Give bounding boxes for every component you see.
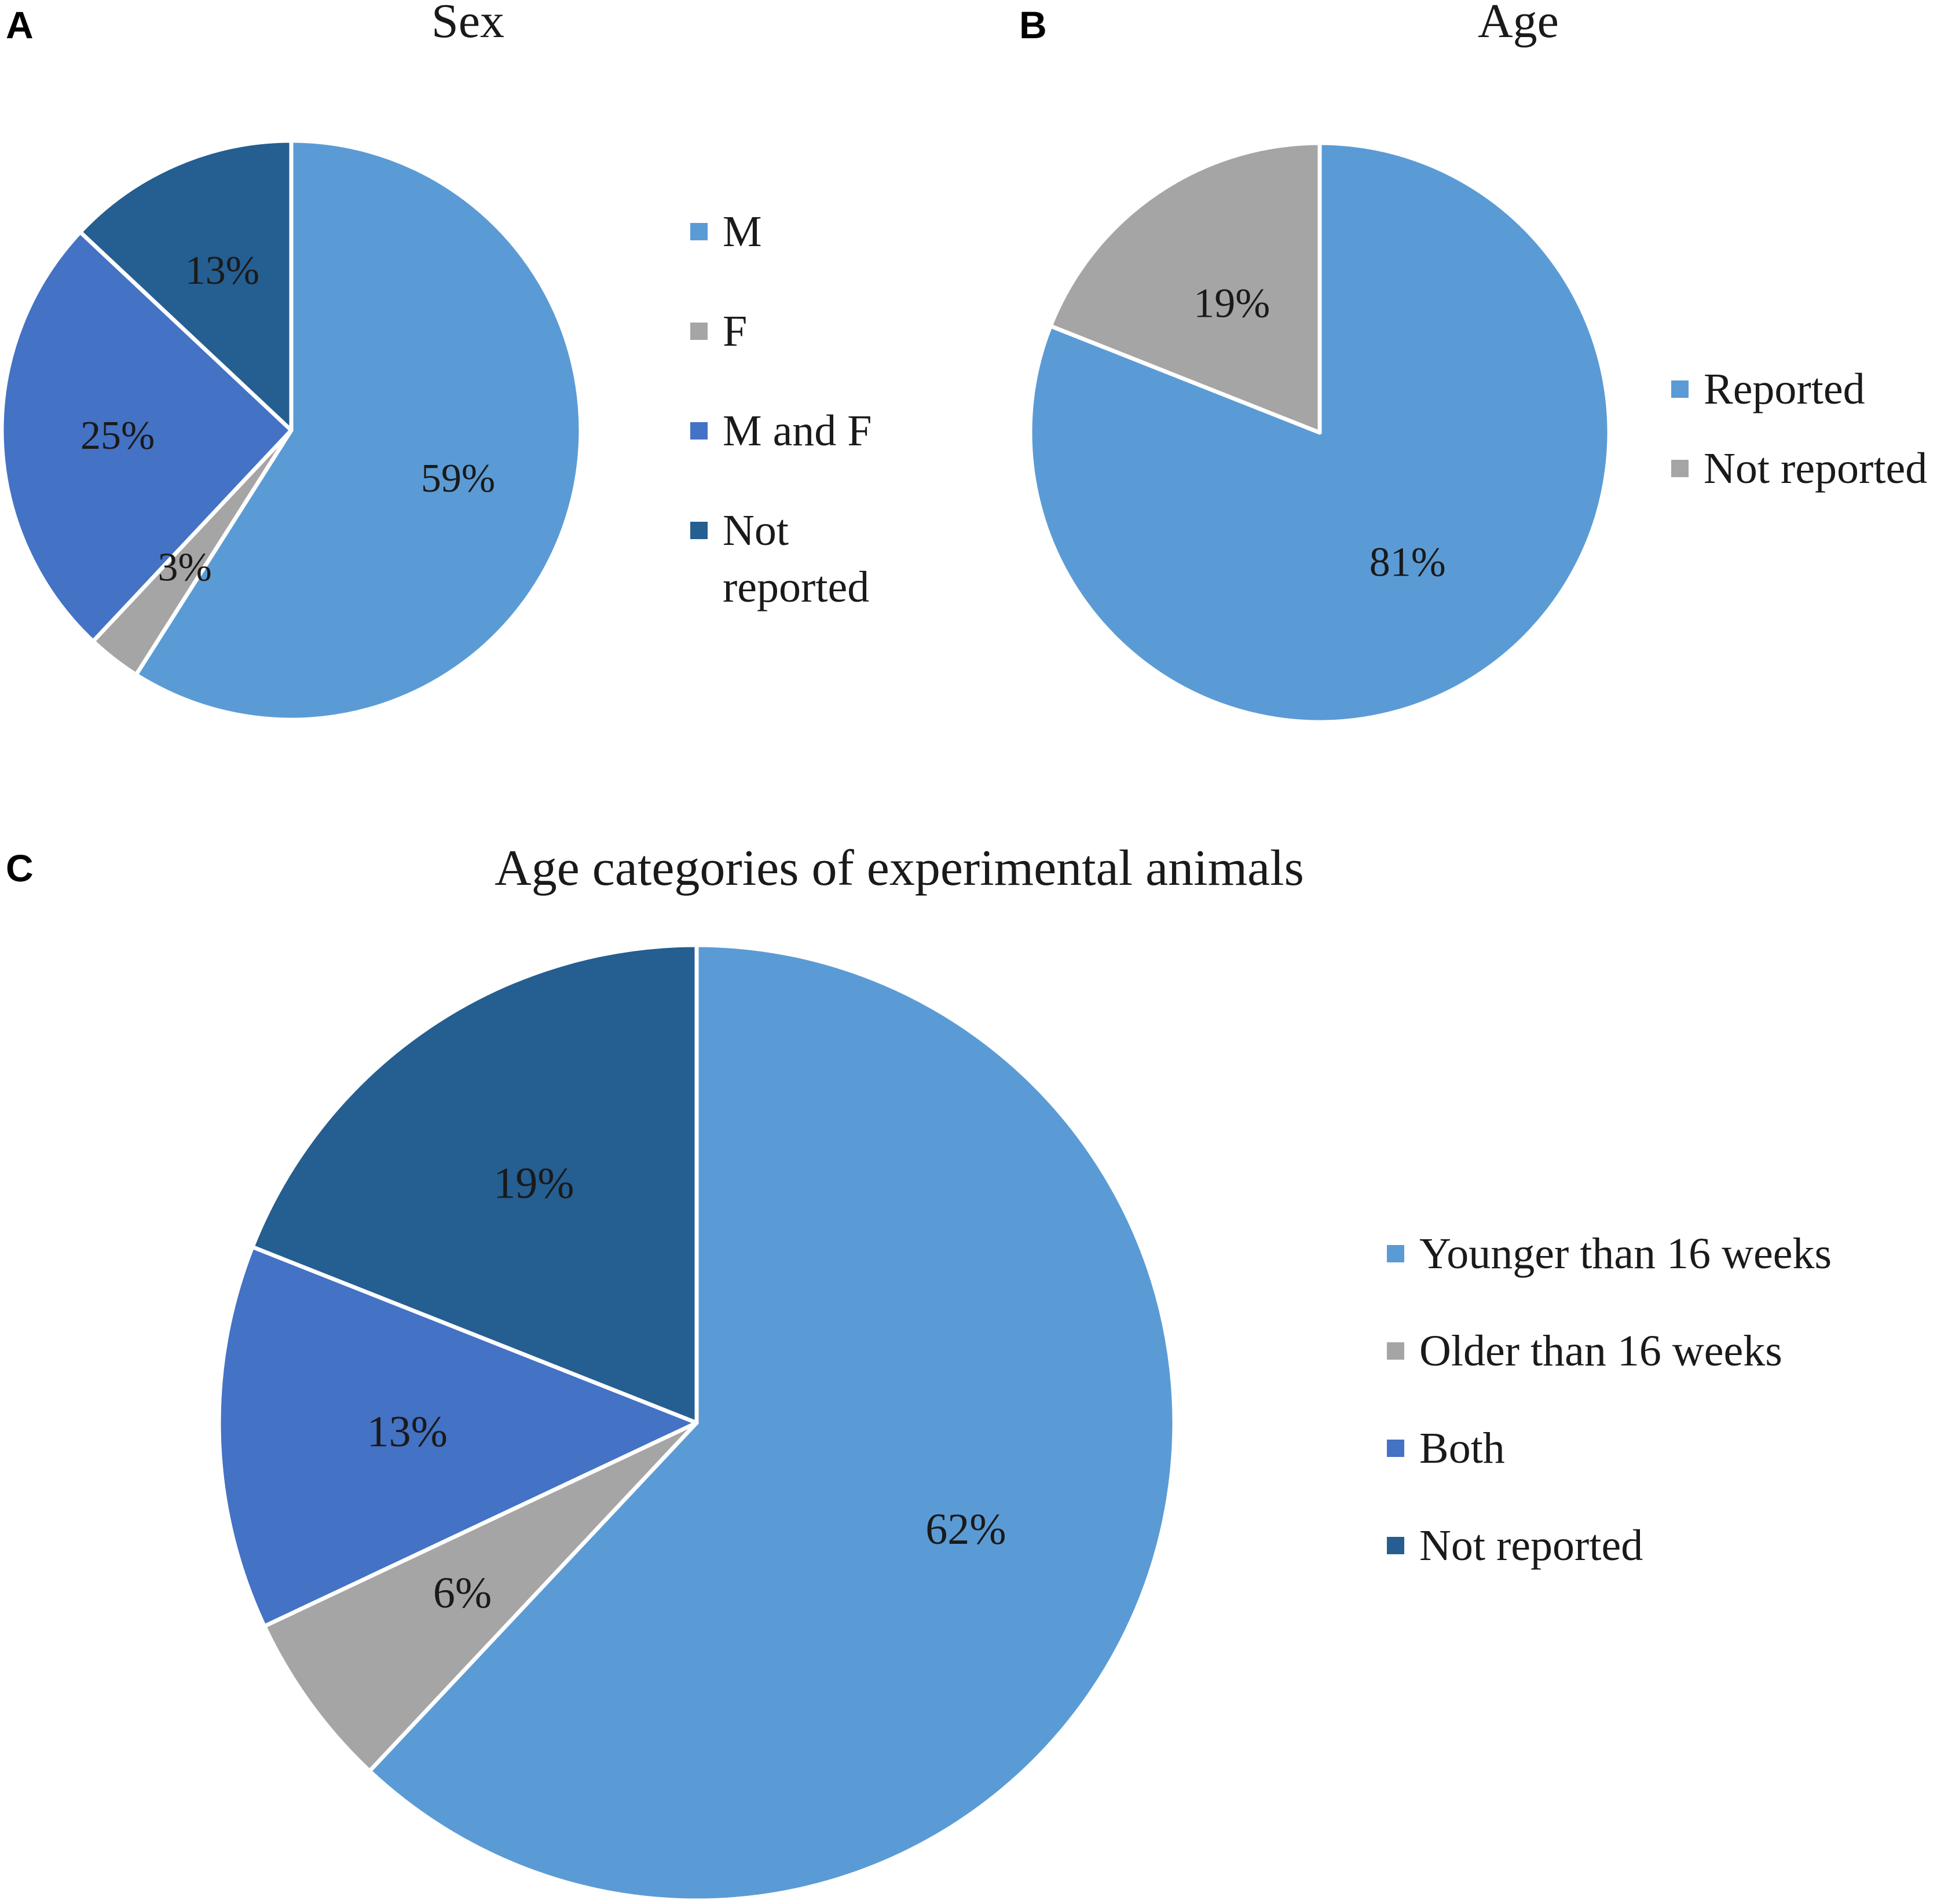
legend-label-not-reported: Not reported [1419,1521,1643,1570]
pie-slice-not-reported [250,943,699,1425]
slice-label-f: 3% [158,545,211,590]
pie-slice-both [217,1244,699,1628]
legend-label-older-than-16-weeks: Older than 16 weeks [1419,1327,1782,1375]
slice-label-both: 13% [367,1408,448,1456]
slice-label-reported: 81% [1370,539,1446,585]
legend-swatch-younger-than-16-weeks [1387,1245,1404,1262]
panel-letter-b: B [1019,3,1047,46]
chart-title-sex: Sex [431,0,504,48]
legend-swatch-not-reported [690,522,708,539]
slice-label-m-and-f: 25% [80,413,155,458]
legend-label-both: Both [1419,1424,1505,1473]
panel-letter-a: A [6,3,34,46]
slice-label-not-reported: 19% [493,1159,574,1207]
slice-label-not-reported: 13% [185,248,259,293]
legend-swatch-m [690,223,708,240]
legend-age-categories: Younger than 16 weeks Older than 16 weeks… [1387,1229,1832,1570]
legend-label-reported: Reported [1704,365,1865,413]
legend-label-m-and-f: M and F [723,407,872,455]
pie-slice-m [134,138,583,722]
panel-letter-c: C [6,847,34,889]
legend-sex: M F M and F Not reported [690,207,872,612]
legend-label-not-reported-line-2: reported [723,563,869,612]
panel-a: A Sex 59% 3% 25% 13% M F M and F Not reported [0,0,872,722]
legend-label-younger-than-16-weeks: Younger than 16 weeks [1419,1229,1832,1278]
legend-swatch-f [690,323,708,340]
legend-age: Reported Not reported [1671,365,1927,493]
pie-slice-reported [1028,141,1612,724]
pie-sex: 59% 3% 25% 13% [0,138,583,722]
slice-label-older-than-16-weeks: 6% [433,1569,492,1617]
pie-slice-not-reported [78,138,294,433]
slice-label-not-reported: 19% [1193,280,1270,327]
pie-age-categories: 62% 6% 13% 19% [217,943,1177,1903]
legend-label-f: F [723,307,747,356]
legend-swatch-not-reported [1387,1537,1404,1554]
slice-label-younger-than-16-weeks: 62% [925,1505,1006,1554]
pie-slice-older-than-16-weeks [262,1420,699,1773]
slice-label-m: 59% [421,456,495,501]
legend-swatch-older-than-16-weeks [1387,1342,1404,1360]
chart-title-age-categories: Age categories of experimental animals [495,840,1304,896]
legend-label-not-reported: Not reported [1704,444,1927,493]
pie-age: 81% 19% [1028,141,1612,724]
chart-title-age: Age [1478,0,1559,48]
legend-label-m: M [723,207,762,256]
pie-slice-m-and-f [0,230,294,643]
pie-slice-not-reported [1048,141,1322,435]
legend-swatch-both [1387,1440,1404,1457]
legend-label-not-reported-line-1: Not [723,506,789,555]
legend-swatch-not-reported [1671,460,1689,477]
pie-slice-younger-than-16-weeks [367,943,1177,1903]
panel-b: B Age 81% 19% Reported Not reported [1019,0,1927,724]
legend-swatch-reported [1671,380,1689,398]
panel-c: C Age categories of experimental animals… [6,840,1832,1903]
legend-swatch-m-and-f [690,422,708,440]
